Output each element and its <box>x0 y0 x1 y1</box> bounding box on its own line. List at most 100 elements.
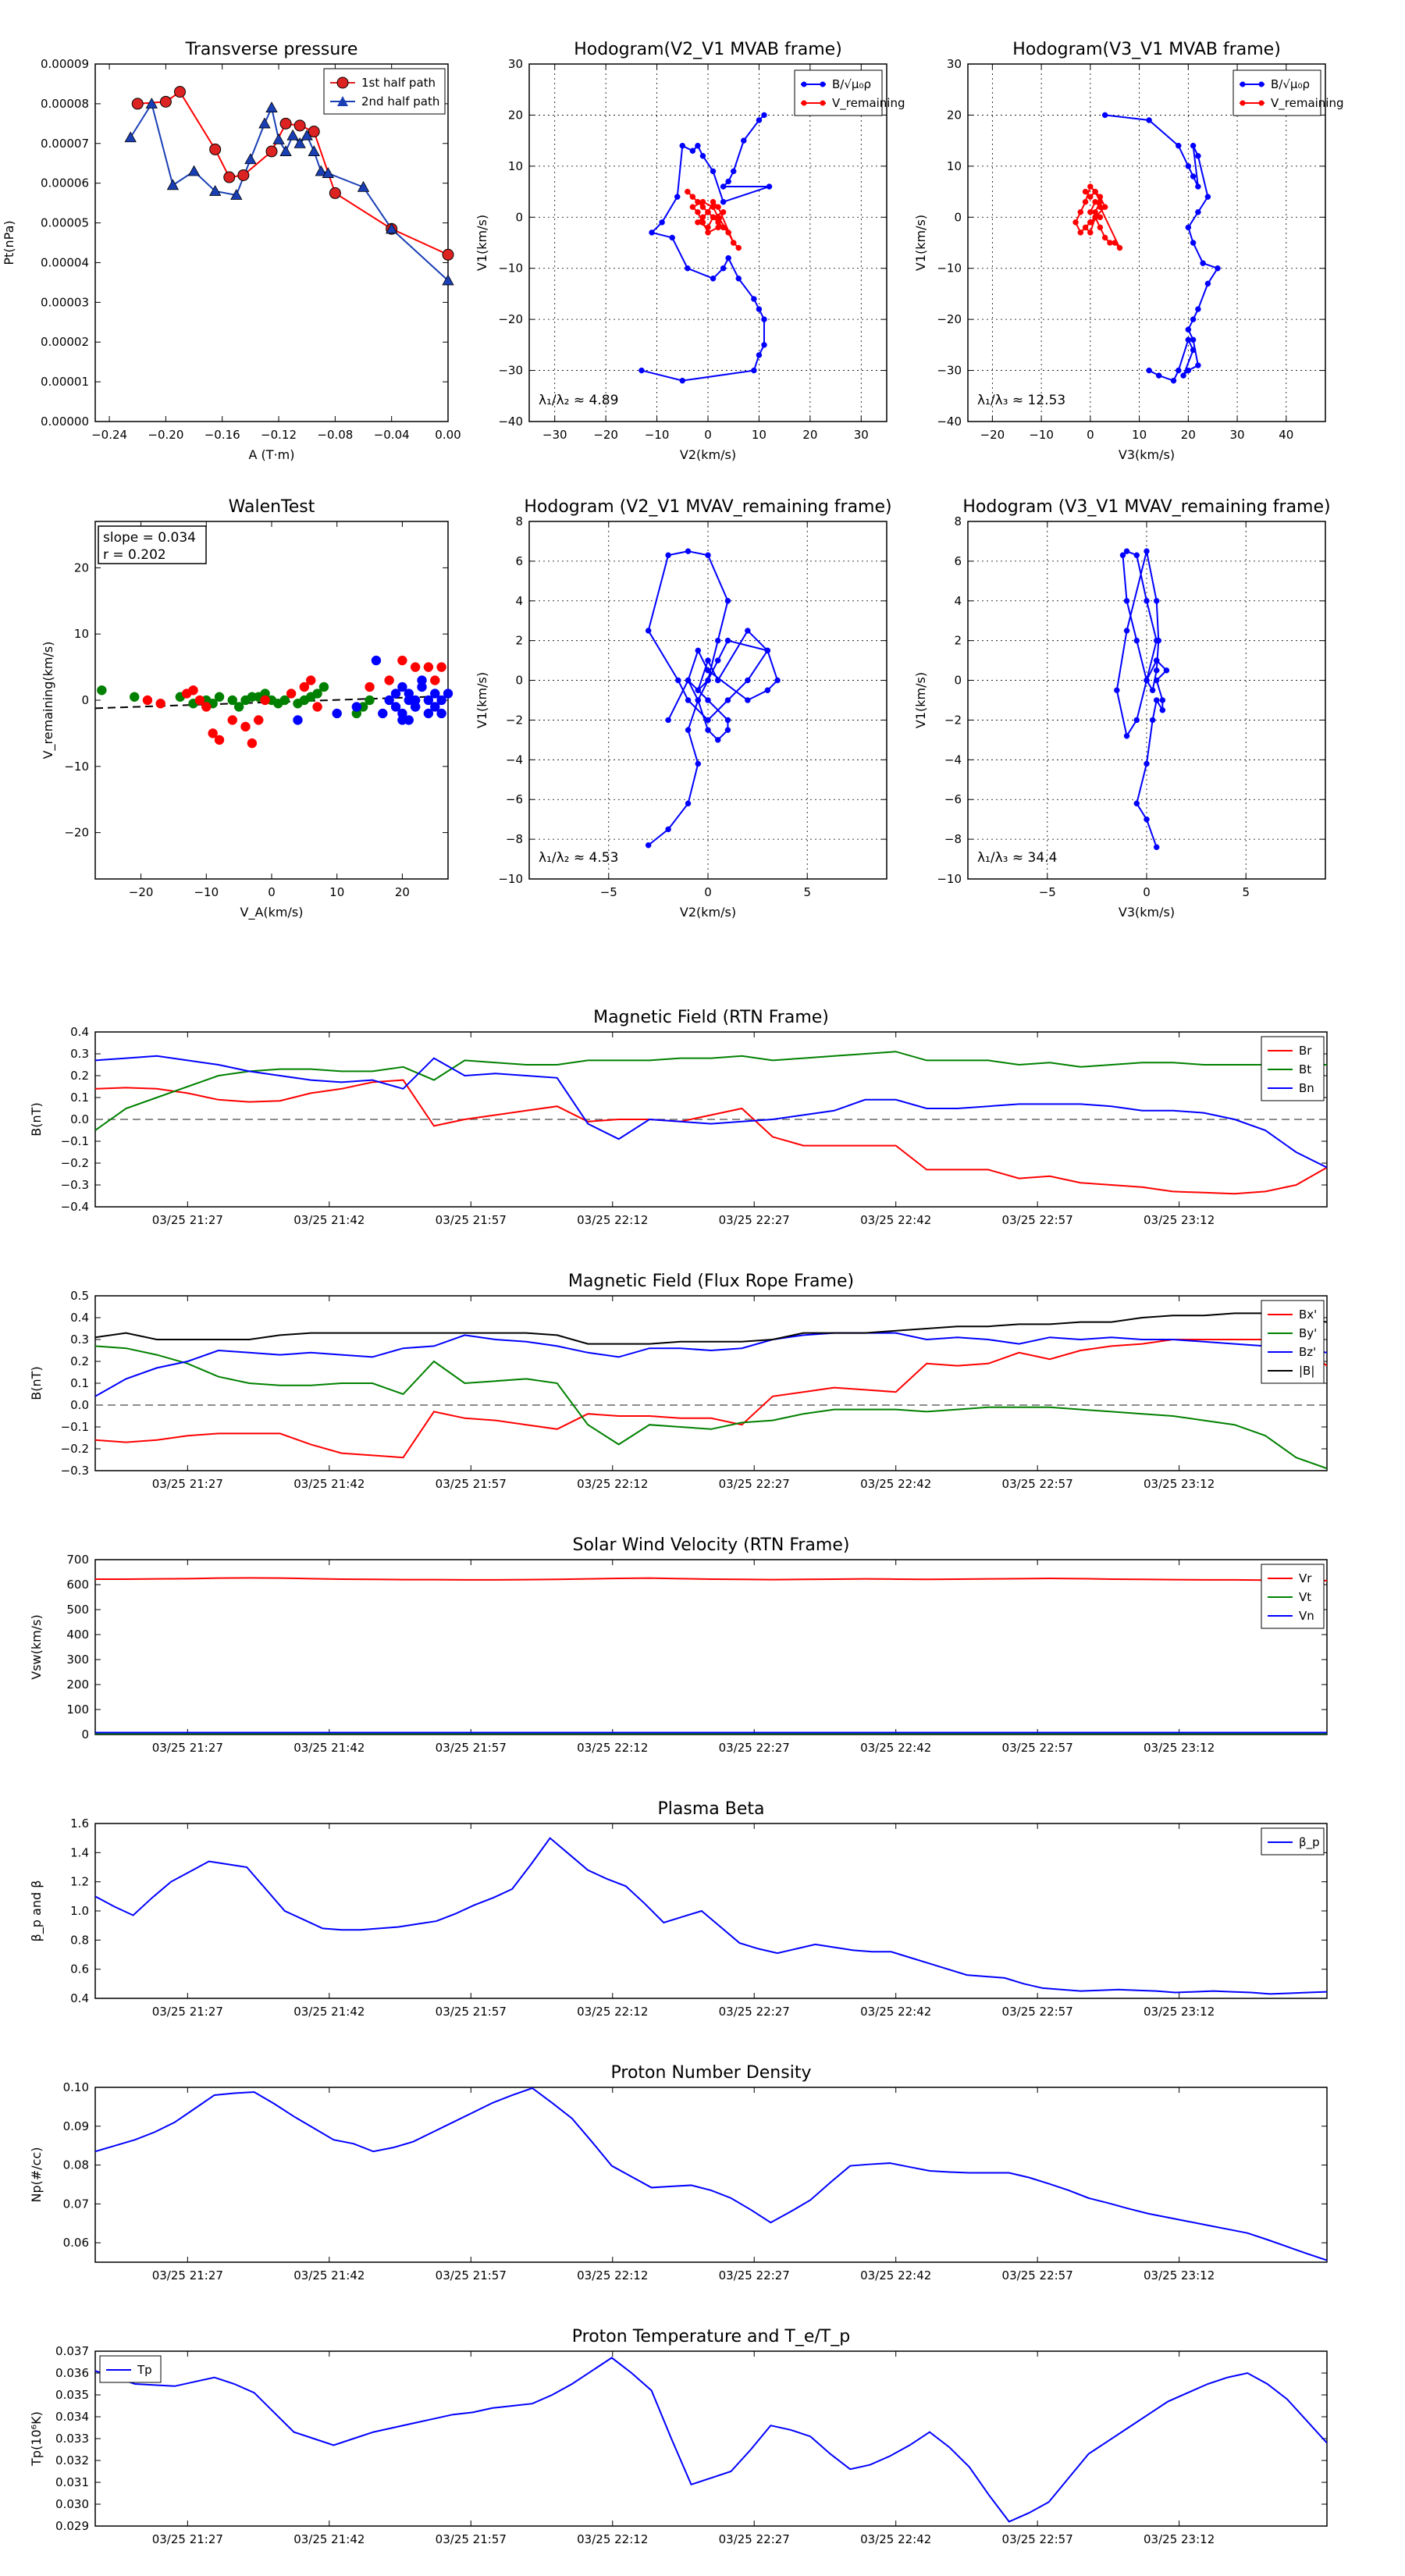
ts-vsw-ytick-label: 100 <box>66 1703 89 1717</box>
ts-b_fr-ytick-label: 0.3 <box>70 1332 89 1347</box>
h1-point <box>679 142 686 149</box>
ts-vsw-xtick-label: 03/25 21:57 <box>436 1741 507 1755</box>
ts-b_fr-legend-label: By' <box>1299 1326 1317 1340</box>
ts-tp-series-1 <box>95 2357 1327 2523</box>
h2-frame <box>967 63 1326 422</box>
walen-point-blue <box>384 695 394 706</box>
walen-point-red <box>312 702 322 712</box>
h4-xtick-label: 5 <box>1242 885 1250 899</box>
ts-b_rtn-xtick-label: 03/25 21:42 <box>293 1213 365 1227</box>
ts-b_fr-ylabel: B(nT) <box>29 1366 44 1400</box>
tp-ytick-label: 0.00003 <box>41 295 89 309</box>
h2-legend-label: B/√μ₀ρ <box>1271 77 1310 91</box>
ts-tp-panel: 03/25 21:27 03/25 21:42 03/25 21:57 03/25 2… <box>29 2327 1328 2546</box>
h4-point <box>1133 637 1140 644</box>
h2-point <box>1185 336 1192 343</box>
h1-annotation: λ₁/λ₂ ≈ 4.89 <box>539 393 618 408</box>
h1-point <box>710 276 717 282</box>
walen-xtick-label: −10 <box>194 885 219 899</box>
h1-point <box>761 316 767 322</box>
h1-xtick-label: 10 <box>752 428 767 442</box>
ts-tp-xtick-label: 03/25 22:42 <box>860 2532 931 2546</box>
h2-xtick-label: 0 <box>1087 428 1094 442</box>
ts-b_rtn-ytick-label: 0.1 <box>70 1091 89 1105</box>
tp-marker-2nd <box>322 167 334 178</box>
tp-marker-1st <box>173 86 186 98</box>
tp-marker-2nd <box>187 165 201 176</box>
ts-b_fr-series-2 <box>95 1345 1327 1470</box>
tp-marker-2nd <box>244 153 257 165</box>
tp-marker-2nd <box>308 145 320 156</box>
walen-point-blue <box>293 715 303 725</box>
h1-point <box>720 198 727 205</box>
ts-b_rtn-xtick-label: 03/25 22:42 <box>860 1213 931 1227</box>
ts-b_fr-xtick-label: 03/25 21:27 <box>152 1477 223 1491</box>
walen-point-blue <box>410 702 421 712</box>
ts-tp-ytick-label: 0.034 <box>55 2410 89 2424</box>
h2-xtick-label: −10 <box>1029 428 1054 442</box>
h2-legend-frame <box>1232 69 1321 116</box>
walen-r-text: r = 0.202 <box>103 547 166 563</box>
tp-marker-2nd <box>301 129 313 141</box>
h3-point <box>685 697 692 703</box>
h4-point <box>1149 687 1156 694</box>
h2-point <box>1107 240 1113 246</box>
ts-vsw-xtick-label: 03/25 21:42 <box>293 1741 365 1755</box>
walen-point-red <box>201 702 212 712</box>
h1-point <box>699 219 706 226</box>
tp-marker-2nd <box>293 137 306 148</box>
tp-xtick-label: −0.20 <box>148 428 183 442</box>
h3-xtick-label: 0 <box>704 885 712 899</box>
ts-tp-ylabel: Tp(10⁶K) <box>29 2411 44 2467</box>
walen-point-blue <box>436 708 446 719</box>
h1-point <box>720 224 727 231</box>
h3-point <box>705 677 711 684</box>
h1-point <box>638 367 645 374</box>
ts-beta-ytick-label: 1.0 <box>70 1904 89 1918</box>
h1-point <box>756 117 763 123</box>
h1-point <box>710 168 717 175</box>
h2-point <box>1185 163 1192 169</box>
walen-point-blue <box>397 681 407 692</box>
h4-ytick-label: −2 <box>944 713 962 727</box>
ts-tp-xtick-label: 03/25 21:27 <box>152 2532 223 2546</box>
walen-point-blue <box>430 688 440 699</box>
h3-point <box>705 717 711 724</box>
tp-ytick-label: 0.00009 <box>41 57 89 71</box>
ts-vsw-panel: 03/25 21:27 03/25 21:42 03/25 21:57 03/25 2… <box>29 1535 1328 1755</box>
ts-vsw-ytick-label: 700 <box>66 1553 89 1567</box>
h1-legend-marker <box>801 81 807 87</box>
h3-title: Hodogram (V2_V1 MVAV_remaining frame) <box>524 497 891 517</box>
h3-point <box>645 628 652 634</box>
h4-point <box>1114 687 1120 694</box>
ts-b_rtn-ytick-label: 0.4 <box>70 1025 89 1039</box>
h1-point <box>766 183 773 190</box>
h2-point <box>1146 117 1152 123</box>
ts-np-xtick-label: 03/25 21:57 <box>436 2268 507 2282</box>
h2-ytick-label: −30 <box>937 364 962 378</box>
h1-point <box>674 194 681 200</box>
h3-annotation: λ₁/λ₂ ≈ 4.53 <box>539 850 618 866</box>
ts-b_fr-ytick-label: −0.1 <box>61 1420 89 1434</box>
h1-point <box>725 254 731 262</box>
h1-point <box>751 367 757 374</box>
ts-b_fr-legend-label: Bz' <box>1299 1345 1316 1359</box>
h4-point <box>1123 628 1130 634</box>
ts-b_rtn-title: Magnetic Field (RTN Frame) <box>593 1008 829 1027</box>
h1-point <box>710 204 717 210</box>
h1-xlabel: V2(km/s) <box>680 447 736 462</box>
h1-xtick-label: −10 <box>645 428 670 442</box>
h3-point <box>764 687 771 694</box>
ts-beta-legend-label: β_p <box>1299 1835 1320 1850</box>
ts-tp-ytick-label: 0.037 <box>55 2344 89 2358</box>
ts-beta-ytick-label: 1.2 <box>70 1875 89 1889</box>
h2-point <box>1097 214 1104 221</box>
h1-point <box>649 229 655 236</box>
h4-point <box>1149 717 1156 724</box>
h1-point <box>761 342 767 348</box>
tp-marker-1st <box>131 98 144 110</box>
walen-title: WalenTest <box>229 497 315 517</box>
tp-marker-1st <box>237 169 250 181</box>
h4-point <box>1144 816 1150 823</box>
h3-point <box>724 637 731 644</box>
